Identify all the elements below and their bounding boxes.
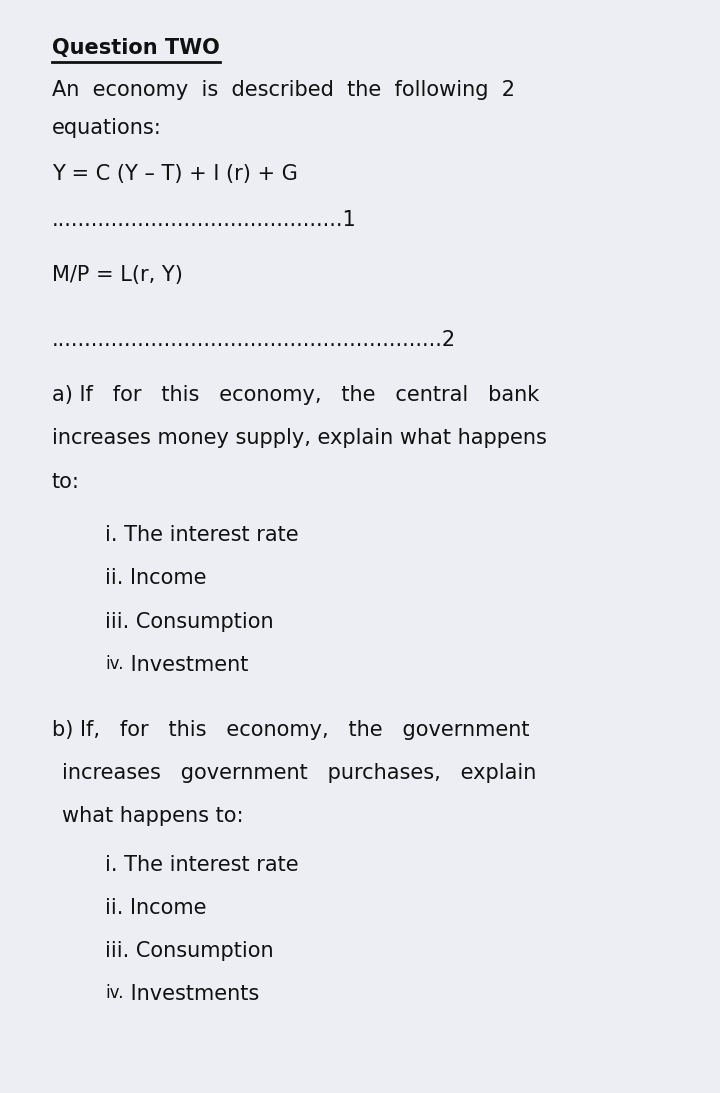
Text: what happens to:: what happens to: <box>62 806 243 826</box>
Text: increases   government   purchases,   explain: increases government purchases, explain <box>62 763 536 783</box>
Text: equations:: equations: <box>52 118 162 138</box>
Text: Investment: Investment <box>124 655 248 675</box>
Text: M/P = L(r, Y): M/P = L(r, Y) <box>52 265 183 285</box>
Text: ii. Income: ii. Income <box>105 568 207 588</box>
Text: increases money supply, explain what happens: increases money supply, explain what hap… <box>52 428 547 448</box>
Text: An  economy  is  described  the  following  2: An economy is described the following 2 <box>52 80 515 99</box>
Text: Y = C (Y – T) + I (r) + G: Y = C (Y – T) + I (r) + G <box>52 164 298 184</box>
Text: i. The interest rate: i. The interest rate <box>105 855 299 875</box>
Text: b) If,   for   this   economy,   the   government: b) If, for this economy, the government <box>52 720 529 740</box>
Text: iv.: iv. <box>105 984 124 1002</box>
Text: to:: to: <box>52 472 80 492</box>
Text: ...........................................................2: ........................................… <box>52 330 456 350</box>
Text: i. The interest rate: i. The interest rate <box>105 525 299 545</box>
Text: Investments: Investments <box>124 984 258 1004</box>
Text: ............................................1: ........................................… <box>52 210 356 230</box>
Text: iii. Consumption: iii. Consumption <box>105 612 274 632</box>
Text: iv.: iv. <box>105 655 124 673</box>
Text: iii. Consumption: iii. Consumption <box>105 941 274 961</box>
Text: ii. Income: ii. Income <box>105 898 207 918</box>
Text: Question TWO: Question TWO <box>52 38 220 58</box>
Text: a) If   for   this   economy,   the   central   bank: a) If for this economy, the central bank <box>52 385 539 406</box>
